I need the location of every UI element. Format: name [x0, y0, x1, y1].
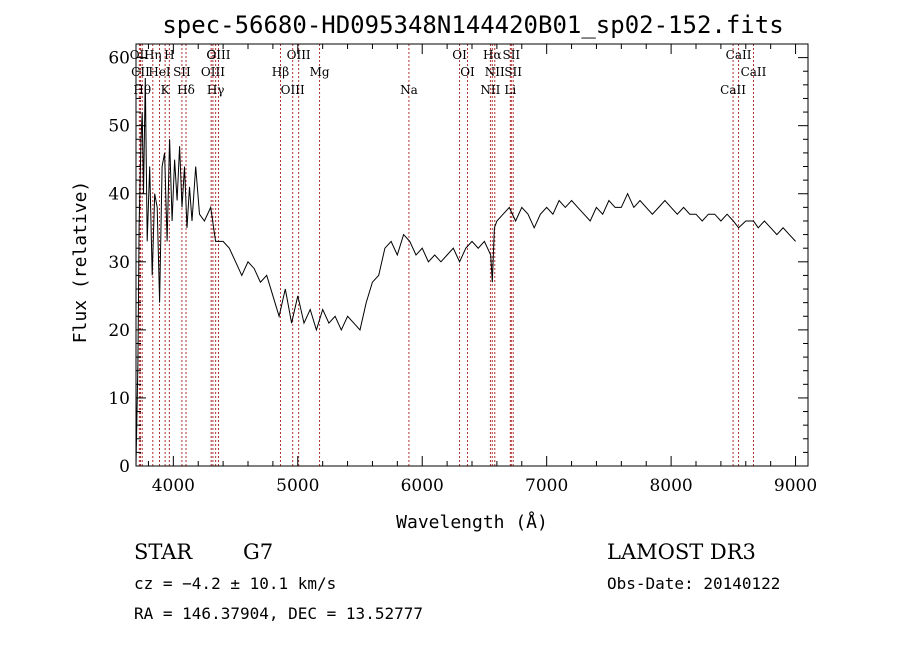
spectral-line-label: Hη — [144, 48, 162, 62]
y-tick-label: 20 — [108, 321, 130, 341]
spectral-line-label: OIII — [287, 48, 311, 62]
spectral-line-labels: OIICIIHθHηHeIKHSIIHδGOIIIHγOIIIHβOIIIOII… — [130, 48, 767, 97]
y-axis-label: Flux (relative) — [70, 181, 91, 344]
chart-title: spec-56680-HD095348N144420B01_sp02-152.f… — [162, 11, 783, 39]
axis-ticks: 4000 5000 6000 7000 8000 9000 0 10 20 30 40 50 60 — [108, 43, 817, 496]
spectral-line-label: OII — [130, 48, 150, 62]
spectral-line-label: OI — [452, 48, 467, 62]
spectral-line-label: Hβ — [272, 65, 289, 79]
spectral-line-label: G — [206, 48, 216, 62]
obs-date-text: Obs-Date: 20140122 — [607, 574, 781, 593]
spectral-line-label: SII — [502, 48, 520, 62]
y-tick-label: 10 — [108, 389, 130, 409]
x-tick-label: 5000 — [276, 476, 319, 496]
spectral-line-label: CII — [131, 65, 150, 79]
spectral-line-label: NII — [480, 83, 500, 97]
spectral-line-label: SII — [173, 65, 191, 79]
spectral-line-label: Na — [400, 83, 418, 97]
y-tick-label: 50 — [108, 117, 130, 137]
spectral-line-label: SII — [504, 65, 522, 79]
spectral-line-label: K — [161, 83, 171, 97]
object-class: STAR — [134, 540, 193, 564]
spectral-line-label: Li — [504, 83, 516, 97]
survey-name: LAMOST DR3 — [607, 540, 756, 564]
spectral-line-label: HeI — [148, 65, 171, 79]
spectral-line-label: CaII — [720, 83, 746, 97]
spectral-line-label: Hα — [483, 48, 502, 62]
spectral-line-label: OIII — [281, 83, 305, 97]
spectrum-line — [135, 77, 796, 467]
y-tick-label: 30 — [108, 253, 130, 273]
x-tick-label: 7000 — [525, 476, 568, 496]
x-tick-label: 6000 — [401, 476, 444, 496]
redshift-text: cz = −4.2 ± 10.1 km/s — [134, 574, 337, 593]
spectral-line-label: H — [164, 48, 174, 62]
object-subclass: G7 — [243, 540, 274, 564]
coordinates-text: RA = 146.37904, DEC = 13.52777 — [134, 604, 423, 623]
x-tick-label: 4000 — [152, 476, 195, 496]
x-tick-label: 8000 — [649, 476, 692, 496]
spectral-line-label: CaII — [726, 48, 752, 62]
y-tick-label: 40 — [108, 185, 130, 205]
spectral-line-label: Hθ — [133, 83, 151, 97]
spectral-line-label: OI — [460, 65, 475, 79]
spectral-line-label: Hδ — [177, 83, 195, 97]
spectral-line-label: Hγ — [207, 83, 225, 97]
spectral-line-label: Mg — [310, 65, 330, 79]
y-tick-label: 0 — [119, 457, 130, 477]
spectral-line-label: NII — [485, 65, 505, 79]
spectral-line-label: OIII — [201, 65, 225, 79]
spectral-line-label: CaII — [741, 65, 767, 79]
x-axis-label: Wavelength (Å) — [396, 511, 548, 533]
x-tick-label: 9000 — [774, 476, 817, 496]
spectral-line-label: OIII — [206, 48, 230, 62]
y-tick-label: 60 — [108, 49, 130, 69]
plot-frame — [135, 43, 809, 467]
